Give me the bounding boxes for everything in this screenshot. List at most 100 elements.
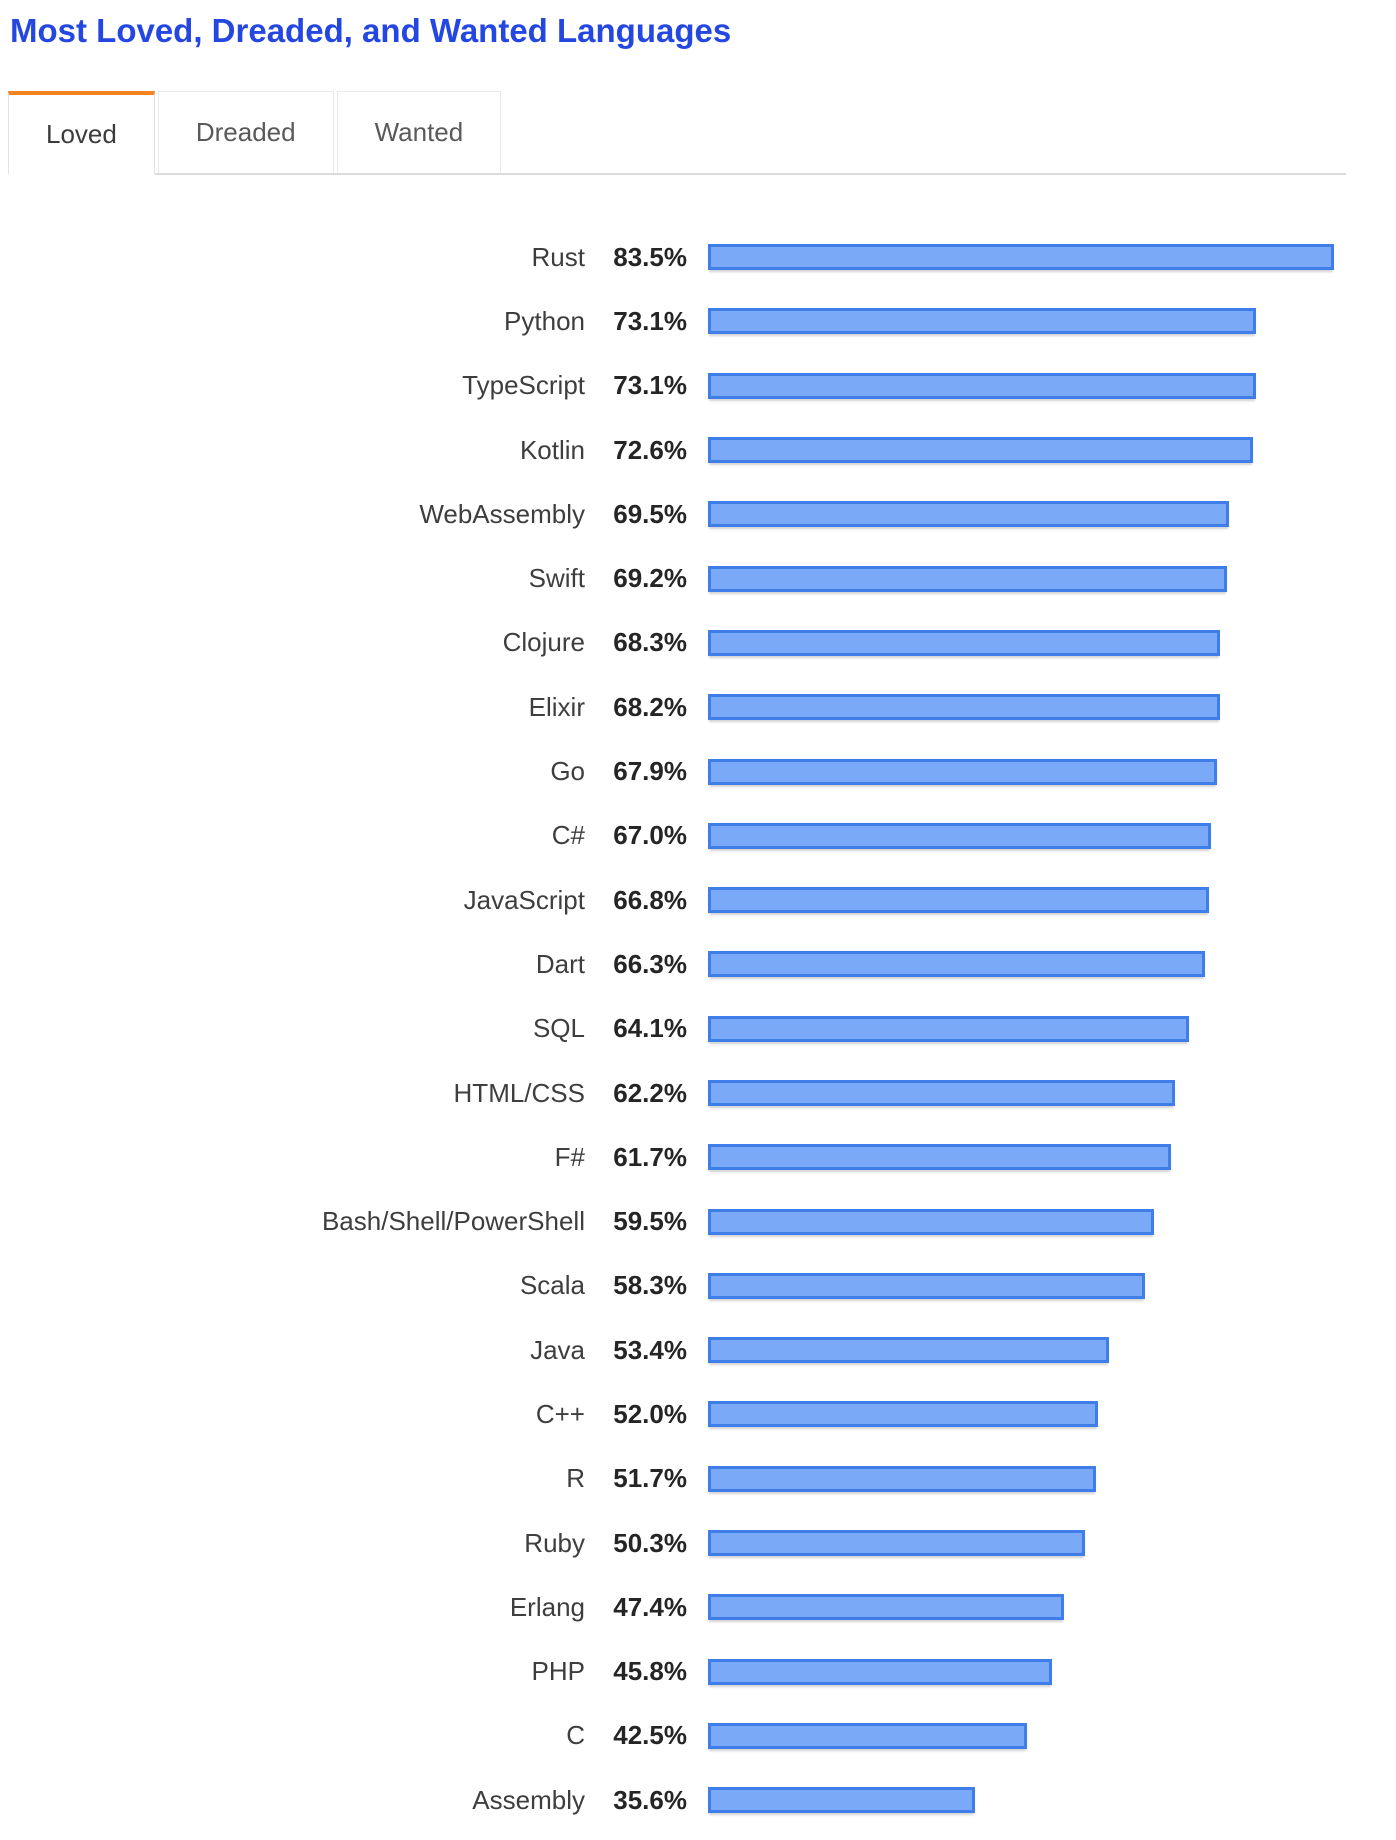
chart-row: Ruby 50.3% (8, 1511, 1346, 1575)
bar-track (708, 437, 1346, 464)
percentage-value: 66.8% (613, 884, 687, 915)
chart-row: C 42.5% (8, 1704, 1346, 1768)
percentage-bar[interactable] (708, 437, 1253, 464)
bar-track (708, 1658, 1346, 1685)
language-label: F# (554, 1141, 585, 1172)
percentage-value: 73.1% (613, 370, 687, 401)
language-label: Assembly (472, 1784, 585, 1815)
chart-row: Assembly 35.6% (8, 1768, 1346, 1832)
language-label: Dart (535, 948, 585, 979)
loved-bar-chart: Rust 83.5% Python 73.1% TypeScript 73.1%… (8, 175, 1346, 1832)
chart-row: Scala 58.3% (8, 1254, 1346, 1318)
percentage-value: 62.2% (613, 1077, 687, 1108)
language-label: Ruby (524, 1527, 585, 1558)
percentage-bar[interactable] (708, 758, 1217, 785)
percentage-bar[interactable] (708, 1722, 1027, 1749)
bar-track (708, 887, 1346, 914)
language-label: Bash/Shell/PowerShell (321, 1206, 585, 1237)
bar-track (708, 1272, 1346, 1299)
chart-row: C++ 52.0% (8, 1382, 1346, 1446)
bar-track (708, 629, 1346, 656)
chart-row: Java 53.4% (8, 1318, 1346, 1382)
percentage-bar[interactable] (708, 822, 1211, 849)
language-label: JavaScript (463, 884, 585, 915)
percentage-bar[interactable] (708, 565, 1227, 592)
survey-chart-panel: Most Loved, Dreaded, and Wanted Language… (0, 12, 1346, 1832)
bar-track (708, 822, 1346, 849)
bar-track (708, 1722, 1346, 1749)
chart-row: Erlang 47.4% (8, 1575, 1346, 1639)
chart-row: F# 61.7% (8, 1125, 1346, 1189)
percentage-bar[interactable] (708, 1208, 1154, 1235)
language-label: Erlang (509, 1591, 585, 1622)
percentage-value: 50.3% (613, 1527, 687, 1558)
percentage-bar[interactable] (708, 244, 1334, 271)
chart-row: Rust 83.5% (8, 225, 1346, 289)
percentage-value: 58.3% (613, 1270, 687, 1301)
bar-track (708, 1401, 1346, 1428)
bar-track (708, 1787, 1346, 1814)
tab-wanted[interactable]: Wanted (336, 91, 502, 173)
percentage-bar[interactable] (708, 1015, 1189, 1042)
bar-track (708, 308, 1346, 335)
chart-row: Python 73.1% (8, 289, 1346, 353)
bar-track (708, 951, 1346, 978)
percentage-value: 42.5% (613, 1720, 687, 1751)
chart-row: PHP 45.8% (8, 1640, 1346, 1704)
chart-row: Bash/Shell/PowerShell 59.5% (8, 1189, 1346, 1253)
chart-row: R 51.7% (8, 1447, 1346, 1511)
bar-track (708, 565, 1346, 592)
percentage-value: 68.3% (613, 627, 687, 658)
percentage-bar[interactable] (708, 308, 1256, 335)
percentage-value: 83.5% (613, 241, 687, 272)
percentage-bar[interactable] (708, 372, 1256, 399)
language-label: Elixir (528, 691, 585, 722)
percentage-bar[interactable] (708, 1337, 1109, 1364)
language-label: TypeScript (462, 370, 585, 401)
percentage-bar[interactable] (708, 629, 1220, 656)
percentage-bar[interactable] (708, 1144, 1171, 1171)
chart-row: Clojure 68.3% (8, 611, 1346, 675)
chart-row: WebAssembly 69.5% (8, 482, 1346, 546)
percentage-bar[interactable] (708, 1658, 1052, 1685)
percentage-bar[interactable] (708, 1080, 1175, 1106)
percentage-bar[interactable] (708, 1594, 1064, 1621)
tab-loved[interactable]: Loved (8, 91, 155, 175)
language-label: C++ (535, 1398, 585, 1429)
percentage-value: 72.6% (613, 434, 687, 465)
percentage-bar[interactable] (708, 501, 1229, 528)
percentage-bar[interactable] (708, 1401, 1098, 1428)
percentage-value: 66.3% (613, 948, 687, 979)
chart-row: TypeScript 73.1% (8, 354, 1346, 418)
percentage-bar[interactable] (708, 951, 1205, 978)
language-label: Clojure (502, 627, 585, 658)
percentage-bar[interactable] (708, 1465, 1096, 1492)
percentage-value: 35.6% (613, 1784, 687, 1815)
chart-row: Go 67.9% (8, 739, 1346, 803)
language-label: SQL (532, 1013, 585, 1044)
percentage-bar[interactable] (708, 887, 1209, 914)
bar-track (708, 372, 1346, 399)
chart-row: Elixir 68.2% (8, 675, 1346, 739)
chart-row: JavaScript 66.8% (8, 868, 1346, 932)
percentage-value: 52.0% (613, 1398, 687, 1429)
tab-bar: Loved Dreaded Wanted (8, 91, 1346, 175)
language-label: Swift (528, 563, 585, 594)
percentage-bar[interactable] (708, 1787, 975, 1814)
percentage-bar[interactable] (708, 694, 1220, 721)
percentage-value: 73.1% (613, 305, 687, 336)
language-label: HTML/CSS (453, 1077, 585, 1108)
percentage-value: 67.9% (613, 756, 687, 787)
language-label: Scala (519, 1270, 585, 1301)
percentage-value: 47.4% (613, 1591, 687, 1622)
language-label: Python (504, 305, 585, 336)
tab-dreaded[interactable]: Dreaded (157, 91, 334, 173)
language-label: PHP (531, 1656, 585, 1687)
percentage-bar[interactable] (708, 1530, 1085, 1557)
bar-track (708, 1337, 1346, 1364)
percentage-value: 68.2% (613, 691, 687, 722)
bar-track (708, 501, 1346, 528)
percentage-bar[interactable] (708, 1272, 1145, 1299)
language-label: Java (530, 1334, 585, 1365)
language-label: R (566, 1463, 585, 1494)
